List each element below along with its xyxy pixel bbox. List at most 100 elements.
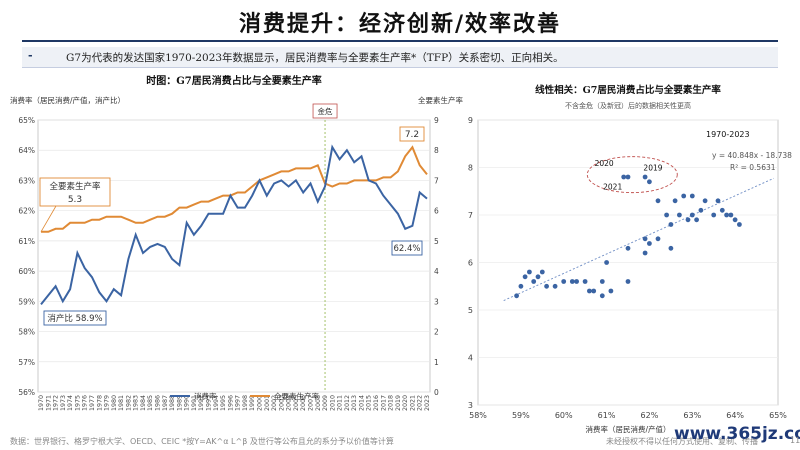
x-tick-label: 1986 [155, 395, 162, 411]
scatter-point [715, 198, 721, 204]
x-tick-label: 1977 [89, 395, 96, 411]
x-tick-label: 1970 [38, 395, 45, 411]
x-tick-label: 2005 [293, 395, 300, 411]
x-tick-label: 1975 [74, 395, 81, 411]
scatter-point [642, 250, 648, 256]
x-tick-label: 2022 [417, 395, 424, 411]
crisis-label-box [312, 103, 338, 119]
x-tick-label: 2008 [315, 395, 322, 411]
right-tick-label: 7 [434, 176, 439, 185]
scatter-x-axis-label: 消费率（居民消费/产值） [585, 424, 670, 434]
scatter-point [608, 288, 614, 294]
summary-bullet-text: G7为代表的发达国家1970-2023年数据显示，居民消费率与全要素生产率*（T… [66, 52, 564, 64]
x-tick-label: 1990 [184, 395, 191, 411]
left-tick-label: 58% [18, 328, 35, 337]
scatter-point [698, 207, 704, 213]
x-tick-label: 1994 [213, 395, 220, 411]
scatter-point [574, 279, 579, 284]
consumption-series-line [40, 144, 428, 306]
x-tick-label: 1985 [147, 395, 154, 411]
x-tick-label: 2014 [358, 395, 365, 411]
x-tick-label: 1997 [235, 395, 242, 411]
x-tick-label: 1973 [60, 395, 67, 411]
scatter-point [672, 198, 678, 204]
scatter-point-highlighted [625, 174, 631, 180]
right-tick-label: 5 [434, 237, 439, 246]
scatter-point [655, 236, 661, 242]
x-tick-label: 2021 [409, 395, 416, 411]
left-tick-label: 63% [18, 176, 35, 185]
scatter-point [531, 279, 537, 284]
scatter-equation: y = 40.848x - 18.738 [712, 151, 792, 160]
scatter-point [689, 212, 695, 218]
scatter-y-tick-label: 9 [468, 116, 473, 125]
x-tick-label: 1989 [176, 395, 183, 411]
x-tick-label: 2020 [402, 395, 409, 411]
crisis-label: 金危 [318, 106, 333, 116]
scatter-point [719, 207, 725, 213]
scatter-point [737, 222, 742, 227]
scatter-point [587, 288, 592, 294]
tfp-start-callout-leader [40, 205, 57, 233]
scatter-point [569, 279, 575, 284]
line-plot-area [37, 119, 431, 393]
x-tick-label: 1974 [67, 395, 74, 411]
scatter-point [664, 212, 669, 218]
x-tick-label: 2018 [388, 395, 395, 411]
scatter-x-tick-label: 60% [555, 411, 573, 420]
legend-tfp-label: 全要素生产率 [274, 391, 319, 401]
line-chart-title: 时图：G7居民消费占比与全要素生产率 [146, 74, 322, 87]
right-axis-label: 全要素生产率 [418, 95, 463, 105]
scatter-point [535, 274, 541, 280]
left-tick-label: 65% [18, 116, 35, 125]
x-tick-label: 1998 [242, 395, 249, 411]
x-tick-label: 1999 [249, 395, 256, 411]
x-tick-label: 1971 [45, 395, 52, 411]
x-tick-label: 2019 [395, 395, 402, 411]
title-rule [22, 40, 778, 42]
x-tick-label: 1976 [82, 395, 89, 411]
summary-bullet-box: - G7为代表的发达国家1970-2023年数据显示，居民消费率与全要素生产率*… [22, 47, 778, 68]
scatter-point [527, 269, 532, 275]
scatter-y-tick-label: 6 [468, 259, 473, 268]
tfp-start-callout-label: 全要素生产率 [49, 181, 101, 192]
x-tick-label: 2009 [322, 395, 329, 411]
cons-end-callout-box [391, 240, 423, 256]
scatter-x-tick-label: 64% [726, 411, 744, 420]
source-note: 数据：世界银行、格罗宁根大学、OECD、CEIC *按Y=AK^α L^β 及世… [10, 437, 394, 446]
right-tick-label: 9 [434, 116, 439, 125]
scatter-point [599, 279, 605, 284]
scatter-point [544, 283, 549, 289]
scatter-point [685, 217, 691, 223]
x-tick-label: 2001 [264, 395, 271, 411]
x-tick-label: 2016 [373, 395, 380, 411]
scatter-point-highlighted [647, 179, 652, 185]
x-tick-label: 2010 [329, 395, 336, 411]
copyright-note: 未经授权不得以任何方式使用、复制、传播 [606, 437, 758, 446]
scatter-point [647, 241, 652, 246]
x-tick-label: 2013 [351, 395, 358, 411]
scatter-x-tick-label: 63% [683, 411, 701, 420]
highlight-label-2021: 2021 [603, 183, 622, 192]
scatter-point [552, 283, 558, 289]
cons-end-callout-value: 62.4% [393, 244, 420, 254]
bullet-marker: - [28, 49, 33, 62]
x-tick-label: 2017 [380, 395, 387, 411]
scatter-point [599, 293, 605, 299]
scatter-x-tick-label: 62% [641, 411, 659, 420]
scatter-point [642, 236, 648, 242]
scatter-point [514, 293, 519, 299]
tfp-start-callout-box [39, 177, 111, 207]
scatter-point [702, 198, 708, 204]
watermark-text: www.365jz.com [674, 424, 800, 444]
tfp-end-callout-value: 7.2 [405, 130, 419, 140]
right-tick-label: 0 [434, 388, 439, 397]
scatter-y-tick-label: 8 [468, 164, 473, 173]
scatter-y-tick-label: 5 [468, 306, 473, 315]
scatter-point-highlighted [621, 174, 627, 180]
scatter-point [694, 217, 699, 223]
scatter-x-tick-label: 61% [598, 411, 616, 420]
scatter-point [689, 193, 695, 199]
left-tick-label: 62% [18, 207, 35, 216]
